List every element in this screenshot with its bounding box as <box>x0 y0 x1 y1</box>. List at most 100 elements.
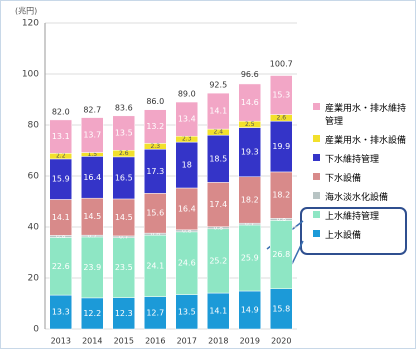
data-label: 26.8 <box>272 250 290 259</box>
data-label: 14.5 <box>83 212 101 221</box>
legend-item: 産業用水・排水維持管理 <box>313 101 413 127</box>
data-label: 18.5 <box>209 154 227 163</box>
data-label: 0.8 <box>213 224 223 231</box>
data-label: 16.5 <box>115 173 133 182</box>
data-label: 25.9 <box>241 253 259 262</box>
data-label: 19.9 <box>272 142 290 151</box>
data-label: 25.2 <box>209 256 227 265</box>
data-label: 19.3 <box>241 148 259 157</box>
data-label: 0.7 <box>119 233 129 240</box>
legend-label: 下水維持管理 <box>325 155 380 165</box>
data-label: 2.3 <box>150 143 160 150</box>
data-label: 17.4 <box>209 200 227 209</box>
data-label: 2.5 <box>245 121 255 128</box>
data-label: 15.9 <box>52 175 70 184</box>
legend-label: 上水設備 <box>325 231 362 241</box>
data-label: 2.6 <box>119 150 129 157</box>
data-label: 13.5 <box>178 307 196 316</box>
data-label: 12.7 <box>146 308 164 317</box>
data-label: 0.7 <box>87 233 97 240</box>
bar-segment <box>175 101 198 137</box>
data-label: 12.2 <box>83 309 101 318</box>
data-label: 1.5 <box>87 151 97 158</box>
data-label: 12.3 <box>115 309 133 318</box>
data-label: 13.3 <box>52 308 70 317</box>
bar-segment <box>112 115 135 151</box>
bar-segment <box>207 92 230 130</box>
data-label: 13.5 <box>115 129 133 138</box>
data-label: 13.4 <box>178 115 196 124</box>
bar-segment <box>270 75 293 115</box>
total-label: 82.0 <box>52 107 70 116</box>
total-label: 86.0 <box>146 97 164 106</box>
legend-item: 下水維持管理 <box>313 152 413 165</box>
legend-item: 上水設備 <box>313 228 413 241</box>
data-label: 23.5 <box>115 263 133 272</box>
data-label: 0.8 <box>182 227 192 234</box>
data-label: 14.1 <box>209 307 227 316</box>
bar-segment <box>238 83 261 122</box>
data-label: 18.2 <box>272 191 290 200</box>
legend-swatch <box>313 192 320 199</box>
data-label: 24.6 <box>178 259 196 268</box>
x-tick-label: 2020 <box>271 337 291 346</box>
data-label: 0.8 <box>56 233 66 240</box>
x-tick-label: 2016 <box>145 337 165 346</box>
legend-item: 海水淡水化設備 <box>313 190 413 203</box>
data-label: 18.2 <box>241 195 259 204</box>
data-label: 0.8 <box>150 231 160 238</box>
legend-label: 海水淡水化設備 <box>325 193 389 203</box>
x-tick-label: 2015 <box>114 337 134 346</box>
data-label: 13.7 <box>83 131 101 140</box>
data-label: 15.6 <box>146 209 164 218</box>
total-label: 96.6 <box>241 70 259 79</box>
legend-item: 上水維持管理 <box>313 209 413 222</box>
data-label: 22.6 <box>52 262 70 271</box>
x-tick-label: 2019 <box>240 337 260 346</box>
data-label: 13.1 <box>52 132 70 141</box>
total-label: 92.5 <box>209 81 227 90</box>
data-label: 13.2 <box>146 122 164 131</box>
legend-label: 上水維持管理 <box>325 212 380 222</box>
legend-swatch <box>313 230 320 237</box>
data-label: 0.7 <box>245 221 255 228</box>
data-label: 14.6 <box>241 98 259 107</box>
legend-swatch <box>313 211 320 218</box>
unit-label: (兆円) <box>15 6 37 16</box>
data-label: 16.4 <box>83 173 101 182</box>
total-label: 83.6 <box>115 103 133 112</box>
legend-item: 下水設備 <box>313 171 413 184</box>
data-label: 2.4 <box>213 129 223 136</box>
data-label: 17.3 <box>146 167 164 176</box>
y-tick-label: 60 <box>28 172 40 182</box>
data-label: 15.8 <box>272 304 290 313</box>
data-label: 16.4 <box>178 204 196 213</box>
x-tick-label: 2018 <box>208 337 228 346</box>
x-tick-label: 2013 <box>51 337 71 346</box>
legend-swatch <box>313 135 320 142</box>
legend: 産業用水・排水維持管理 産業用水・排水設備 下水維持管理 下水設備 海水淡水化設備 上水維… <box>313 101 413 247</box>
data-label: 2.2 <box>56 153 66 160</box>
data-label: 2.3 <box>182 136 192 143</box>
data-label: 24.1 <box>146 261 164 270</box>
y-tick-label: 120 <box>22 19 39 29</box>
data-label: 18 <box>182 161 192 170</box>
y-tick-label: 0 <box>33 325 39 335</box>
data-label: 14.1 <box>52 213 70 222</box>
total-label: 100.7 <box>270 60 293 69</box>
y-tick-label: 100 <box>22 70 39 80</box>
legend-swatch <box>313 154 320 161</box>
legend-label: 産業用水・排水維持管理 <box>325 104 407 127</box>
x-tick-label: 2014 <box>82 337 102 346</box>
data-label: 0.8 <box>276 216 286 223</box>
data-label: 14.5 <box>115 213 133 222</box>
total-label: 82.7 <box>83 106 101 115</box>
data-label: 2.6 <box>276 114 286 121</box>
legend-label: 下水設備 <box>325 174 362 184</box>
total-label: 89.0 <box>178 90 196 99</box>
bar-segment <box>81 117 104 153</box>
y-tick-label: 80 <box>28 121 40 131</box>
y-tick-label: 40 <box>28 223 40 233</box>
